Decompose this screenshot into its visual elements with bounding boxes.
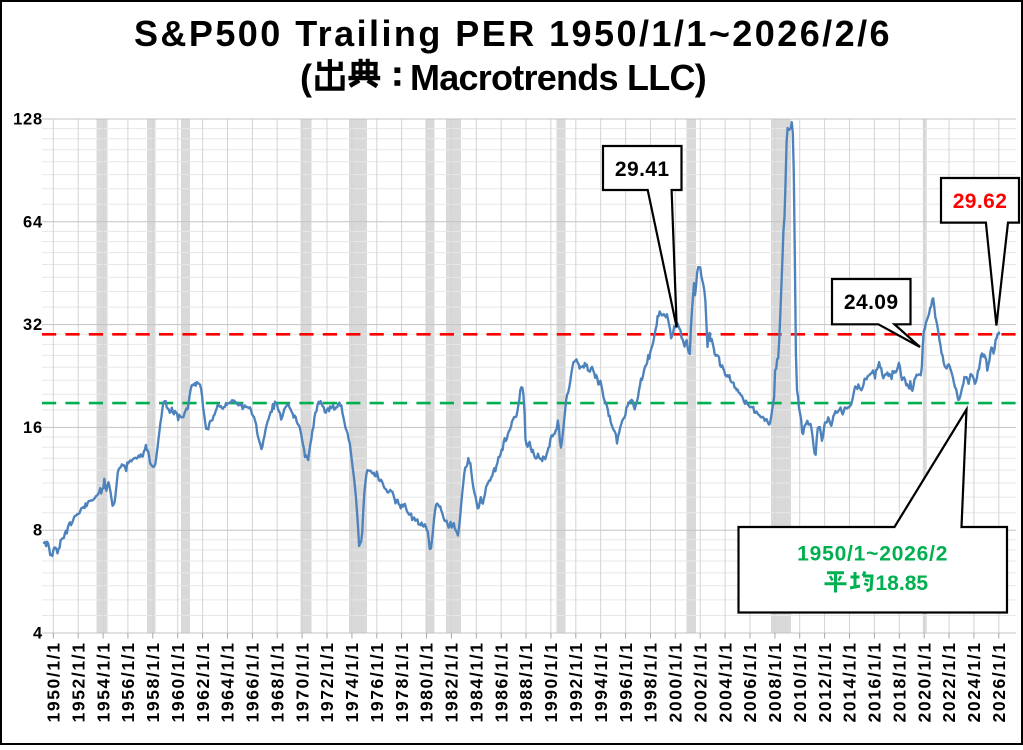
svg-text:1978/1/1: 1978/1/1 — [392, 641, 412, 722]
svg-text:1994/1/1: 1994/1/1 — [591, 641, 611, 722]
svg-text:2026/1/1: 2026/1/1 — [989, 641, 1009, 722]
svg-text:1996/1/1: 1996/1/1 — [616, 641, 636, 722]
svg-text:1990/1/1: 1990/1/1 — [541, 641, 561, 722]
svg-text:1952/1/1: 1952/1/1 — [68, 641, 88, 722]
svg-text:1972/1/1: 1972/1/1 — [317, 641, 337, 722]
svg-text:2004/1/1: 2004/1/1 — [715, 641, 735, 722]
svg-text:32: 32 — [23, 316, 43, 334]
svg-text:8: 8 — [33, 522, 43, 540]
svg-text:1988/1/1: 1988/1/1 — [516, 641, 536, 722]
svg-text:2000/1/1: 2000/1/1 — [666, 641, 686, 722]
svg-text:2006/1/1: 2006/1/1 — [740, 641, 760, 722]
svg-text:2008/1/1: 2008/1/1 — [765, 641, 785, 722]
svg-text:29.41: 29.41 — [615, 158, 670, 181]
svg-text:64: 64 — [23, 213, 43, 231]
svg-text:1964/1/1: 1964/1/1 — [218, 641, 238, 722]
svg-text:18.85: 18.85 — [876, 572, 929, 595]
svg-text:1968/1/1: 1968/1/1 — [267, 641, 287, 722]
svg-text:1980/1/1: 1980/1/1 — [417, 641, 437, 722]
svg-text:1982/1/1: 1982/1/1 — [442, 641, 462, 722]
svg-text:(: ( — [300, 57, 312, 98]
svg-text:1954/1/1: 1954/1/1 — [93, 641, 113, 722]
svg-text:1992/1/1: 1992/1/1 — [566, 641, 586, 722]
svg-text:2022/1/1: 2022/1/1 — [939, 641, 959, 722]
svg-text:1950/1/1: 1950/1/1 — [44, 641, 64, 722]
svg-text:1976/1/1: 1976/1/1 — [367, 641, 387, 722]
svg-text:1986/1/1: 1986/1/1 — [491, 641, 511, 722]
svg-text:S&P500 Trailing PER 1950/1/1~2: S&P500 Trailing PER 1950/1/1~2026/2/6 — [134, 13, 892, 54]
svg-text:1984/1/1: 1984/1/1 — [467, 641, 487, 722]
svg-text:2002/1/1: 2002/1/1 — [690, 641, 710, 722]
svg-text:2012/1/1: 2012/1/1 — [815, 641, 835, 722]
svg-text:1958/1/1: 1958/1/1 — [143, 641, 163, 722]
svg-text:1974/1/1: 1974/1/1 — [342, 641, 362, 722]
svg-text:1950/1~2026/2: 1950/1~2026/2 — [797, 543, 948, 566]
svg-text:Macrotrends LLC): Macrotrends LLC) — [410, 57, 706, 98]
svg-text:2020/1/1: 2020/1/1 — [914, 641, 934, 722]
svg-text:1960/1/1: 1960/1/1 — [168, 641, 188, 722]
svg-text:1998/1/1: 1998/1/1 — [641, 641, 661, 722]
svg-text:29.62: 29.62 — [953, 190, 1008, 213]
svg-text:16: 16 — [23, 419, 43, 437]
svg-text:1956/1/1: 1956/1/1 — [118, 641, 138, 722]
svg-text:2024/1/1: 2024/1/1 — [964, 641, 984, 722]
svg-text:1966/1/1: 1966/1/1 — [243, 641, 263, 722]
svg-text:2010/1/1: 2010/1/1 — [790, 641, 810, 722]
svg-text:1970/1/1: 1970/1/1 — [292, 641, 312, 722]
svg-text:1962/1/1: 1962/1/1 — [193, 641, 213, 722]
svg-text:2014/1/1: 2014/1/1 — [840, 641, 860, 722]
svg-text:24.09: 24.09 — [844, 291, 899, 314]
svg-text:2018/1/1: 2018/1/1 — [890, 641, 910, 722]
svg-text:4: 4 — [33, 625, 43, 643]
svg-text:2016/1/1: 2016/1/1 — [865, 641, 885, 722]
svg-text:128: 128 — [13, 111, 43, 129]
